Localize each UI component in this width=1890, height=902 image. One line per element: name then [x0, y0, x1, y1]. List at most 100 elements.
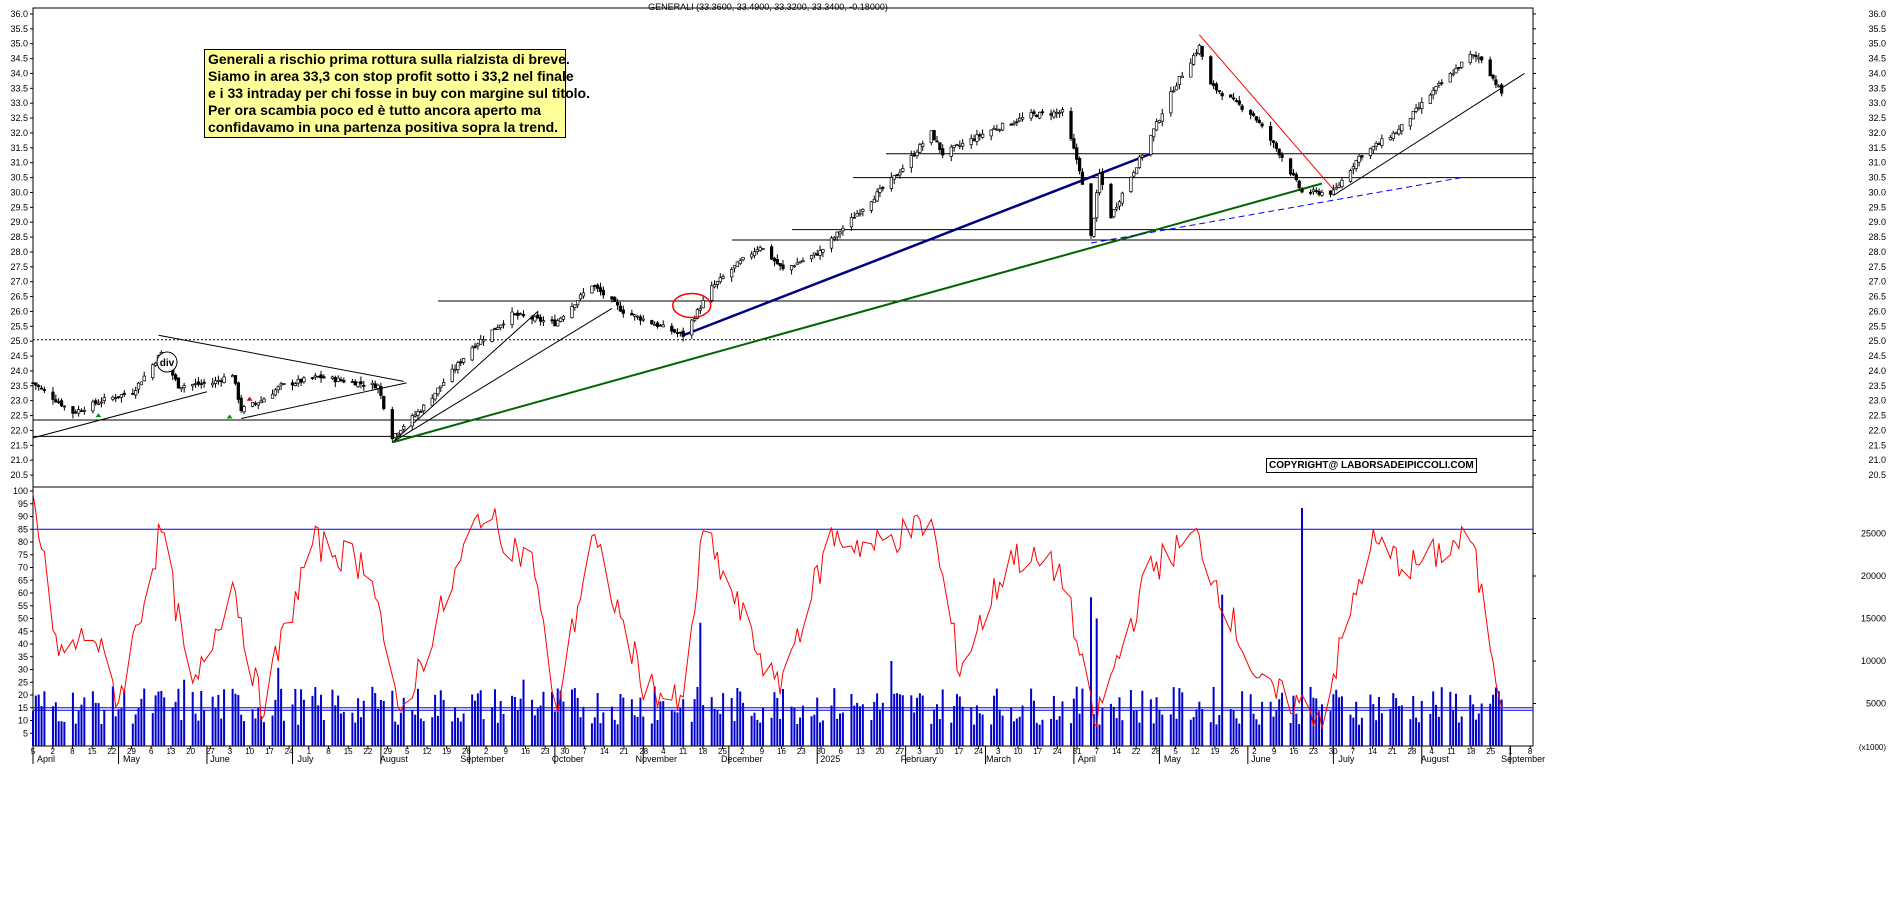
- candle: [995, 124, 999, 132]
- candle: [1115, 202, 1119, 212]
- y-tick-label-right: 32.5: [1868, 113, 1886, 123]
- volume-bar: [1389, 708, 1392, 746]
- candle-body: [613, 297, 617, 302]
- candle-body: [1149, 135, 1153, 155]
- candle: [761, 247, 765, 250]
- candle: [601, 286, 605, 299]
- candle-body: [256, 402, 260, 406]
- candle: [259, 396, 263, 404]
- candle-body: [1488, 59, 1492, 77]
- y-tick-label-left: 25.5: [10, 321, 28, 331]
- volume-bar: [816, 697, 819, 746]
- volume-bar: [793, 707, 796, 746]
- volume-bar: [1189, 719, 1192, 746]
- volume-bar: [94, 702, 97, 746]
- candle-body: [1388, 137, 1393, 141]
- volume-bar: [434, 694, 437, 746]
- candle: [1300, 187, 1304, 194]
- y-tick-label-left: 31.5: [10, 143, 28, 153]
- month-label: April: [1078, 754, 1096, 764]
- volume-bar: [1238, 723, 1241, 746]
- candle-body: [781, 264, 785, 270]
- volume-bar: [1021, 705, 1024, 746]
- candle-body: [79, 410, 84, 413]
- candle-body: [1052, 111, 1056, 118]
- candle-body: [1277, 148, 1281, 156]
- candle-body: [1314, 190, 1318, 192]
- candle: [1280, 151, 1284, 162]
- candle: [909, 150, 913, 173]
- oscillator-tick-label: 100: [13, 486, 28, 496]
- volume-bar: [1397, 706, 1400, 746]
- candle: [253, 401, 258, 407]
- volume-bar: [1141, 690, 1144, 746]
- candle-body: [1137, 156, 1142, 169]
- day-tick-label: 5: [405, 747, 410, 756]
- candle-body: [610, 296, 614, 300]
- candle-body: [1200, 45, 1204, 57]
- volume-bar: [274, 699, 277, 746]
- candle-body: [596, 284, 600, 289]
- volume-bar: [916, 697, 919, 746]
- y-tick-label-left: 36.0: [10, 9, 28, 19]
- volume-bar: [1358, 724, 1361, 746]
- candle: [333, 375, 337, 388]
- candle-body: [1049, 113, 1053, 116]
- volume-bar: [379, 699, 382, 746]
- candle-body: [1209, 56, 1213, 85]
- candle: [818, 245, 822, 260]
- y-tick-label-right: 33.0: [1868, 98, 1886, 108]
- day-tick-label: 4: [1429, 747, 1434, 756]
- candle-body: [213, 380, 218, 384]
- volume-bar: [776, 697, 779, 746]
- volume-bar: [573, 688, 576, 746]
- candle-body: [1229, 94, 1233, 98]
- candle-body: [419, 411, 423, 413]
- volume-bar: [918, 693, 921, 746]
- candle: [1109, 182, 1113, 219]
- candle-body: [493, 327, 497, 330]
- candle-body: [239, 397, 243, 412]
- y-tick-label-left: 26.5: [10, 292, 28, 302]
- volume-bar: [1269, 701, 1272, 746]
- y-tick-label-left: 30.5: [10, 173, 28, 183]
- volume-bar: [782, 689, 784, 746]
- candle: [493, 327, 497, 330]
- candle: [59, 398, 64, 408]
- candle-body: [456, 362, 460, 370]
- volume-bar: [414, 714, 417, 746]
- volume-bar: [1469, 695, 1472, 746]
- candle-body: [1374, 143, 1378, 147]
- analysis-note: Generali a rischio prima rottura sulla r…: [204, 49, 590, 138]
- candle-body: [370, 382, 374, 385]
- oscillator-tick-label: 95: [18, 499, 28, 509]
- y-tick-label-left: 23.0: [10, 396, 28, 406]
- volume-bar: [416, 688, 419, 746]
- candle: [1491, 73, 1495, 81]
- candle: [99, 397, 104, 408]
- y-tick-label-left: 32.5: [10, 113, 28, 123]
- candle: [442, 378, 446, 386]
- candle: [139, 381, 143, 386]
- candle: [712, 280, 717, 289]
- volume-bar: [140, 698, 143, 746]
- candle-body: [330, 376, 335, 379]
- volume-bar: [896, 693, 899, 746]
- candle: [1240, 103, 1244, 113]
- volume-bar: [331, 689, 334, 746]
- volume-bar: [710, 697, 713, 746]
- candle: [701, 296, 705, 309]
- day-tick-label: 12: [1191, 747, 1200, 756]
- candle: [1437, 80, 1441, 89]
- candle: [1331, 184, 1336, 196]
- month-label: November: [636, 754, 678, 764]
- y-tick-label-left: 23.5: [10, 381, 28, 391]
- candle-body: [1340, 179, 1344, 187]
- day-tick-label: 5: [1173, 747, 1178, 756]
- volume-bar: [901, 695, 904, 746]
- oscillator-tick-label: 20: [18, 690, 28, 700]
- candle: [1348, 168, 1353, 183]
- candle: [932, 129, 936, 141]
- volume-bar: [639, 697, 642, 746]
- volume-bar: [454, 707, 457, 746]
